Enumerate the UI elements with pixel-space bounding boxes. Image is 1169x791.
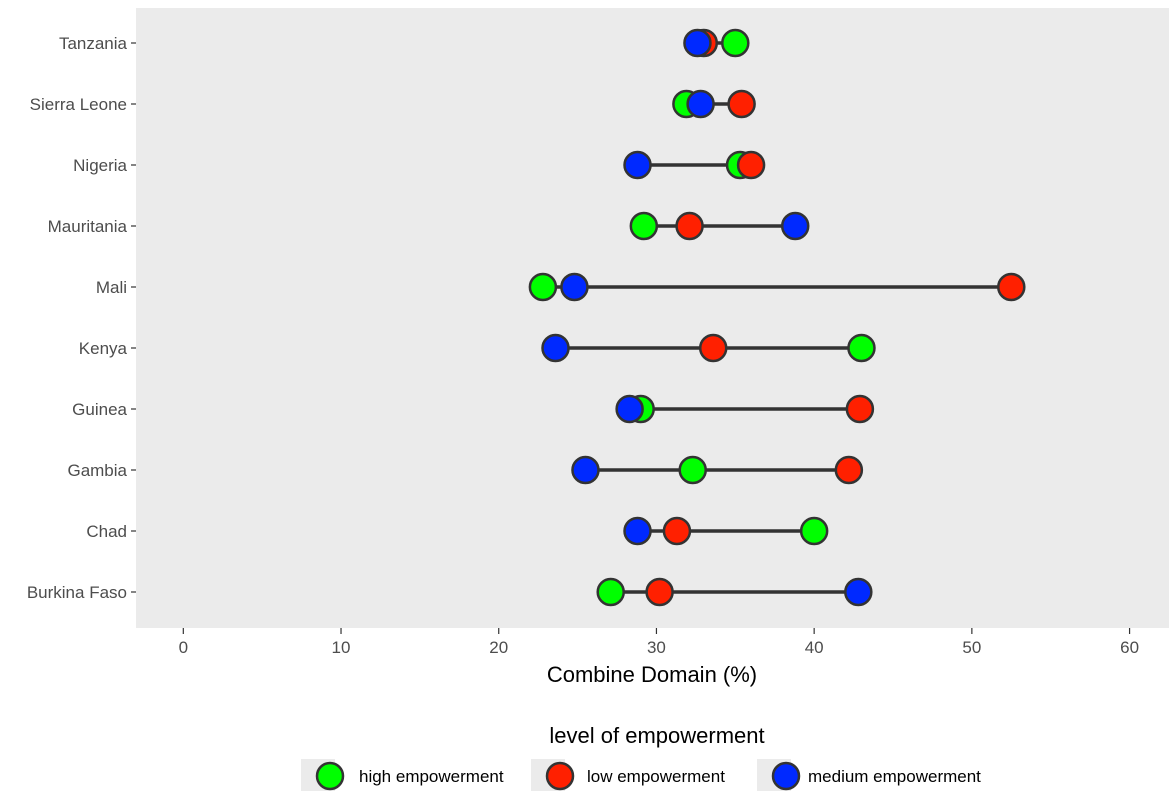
point-high-empowerment-mali <box>528 272 558 302</box>
point-medium-empowerment-gambia <box>571 455 600 485</box>
point-low-empowerment-sierra-leone <box>727 89 756 119</box>
y-tick-label-tanzania: Tanzania <box>59 34 128 53</box>
y-tick-label-nigeria: Nigeria <box>73 156 127 175</box>
point-medium-empowerment-nigeria <box>623 150 652 180</box>
point-high-empowerment-chad <box>799 516 829 546</box>
y-tick-label-burkina-faso: Burkina Faso <box>27 583 127 602</box>
point-medium-empowerment-mali <box>560 272 589 302</box>
legend-label-high-empowerment: high empowerment <box>359 767 504 786</box>
point-high-empowerment-mauritania <box>629 211 659 241</box>
point-low-empowerment-mali <box>997 272 1026 302</box>
legend: high empowerment low empowerment medium em… <box>301 759 981 791</box>
y-tick-label-gambia: Gambia <box>67 461 127 480</box>
x-tick-label-30: 30 <box>647 638 666 657</box>
x-axis-title: Combine Domain (%) <box>547 662 757 687</box>
y-tick-label-sierra-leone: Sierra Leone <box>30 95 127 114</box>
point-medium-empowerment-sierra-leone <box>686 89 715 119</box>
point-medium-empowerment-chad <box>623 516 652 546</box>
point-low-empowerment-burkina-faso <box>645 577 674 607</box>
x-axis: 0 10 20 30 40 50 60 <box>179 628 1139 657</box>
plot-panel <box>136 8 1169 628</box>
point-medium-empowerment-kenya <box>541 333 570 363</box>
point-high-empowerment-kenya <box>847 333 876 363</box>
point-medium-empowerment-burkina-faso <box>844 577 873 607</box>
y-axis: Burkina Faso Chad Gambia Guinea Kenya Mali Mau… <box>27 34 136 602</box>
legend-label-low-empowerment: low empowerment <box>587 767 725 786</box>
legend-key-low-empowerment <box>545 761 575 791</box>
point-low-empowerment-kenya <box>698 333 728 363</box>
x-tick-label-20: 20 <box>489 638 508 657</box>
point-medium-empowerment-tanzania <box>683 28 712 58</box>
y-tick-label-kenya: Kenya <box>79 339 128 358</box>
points-layer <box>528 28 1026 607</box>
point-high-empowerment-tanzania <box>721 28 750 58</box>
y-tick-label-mauritania: Mauritania <box>48 217 128 236</box>
y-tick-label-guinea: Guinea <box>72 400 127 419</box>
point-low-empowerment-chad <box>662 516 692 546</box>
legend-key-high-empowerment <box>315 761 345 791</box>
y-tick-label-chad: Chad <box>86 522 127 541</box>
legend-title: level of empowerment <box>549 723 764 748</box>
point-medium-empowerment-guinea <box>615 394 644 424</box>
x-tick-label-10: 10 <box>332 638 351 657</box>
point-low-empowerment-gambia <box>834 455 864 485</box>
point-low-empowerment-mauritania <box>675 211 704 241</box>
x-tick-label-60: 60 <box>1120 638 1139 657</box>
x-tick-label-50: 50 <box>962 638 981 657</box>
y-tick-label-mali: Mali <box>96 278 127 297</box>
legend-key-medium-empowerment <box>771 761 801 791</box>
legend-label-medium-empowerment: medium empowerment <box>808 767 981 786</box>
point-high-empowerment-gambia <box>678 455 707 485</box>
point-high-empowerment-burkina-faso <box>596 577 625 607</box>
point-low-empowerment-guinea <box>845 394 875 424</box>
point-low-empowerment-nigeria <box>736 150 766 180</box>
x-tick-label-0: 0 <box>179 638 188 657</box>
point-medium-empowerment-mauritania <box>780 211 810 241</box>
x-tick-label-40: 40 <box>805 638 824 657</box>
